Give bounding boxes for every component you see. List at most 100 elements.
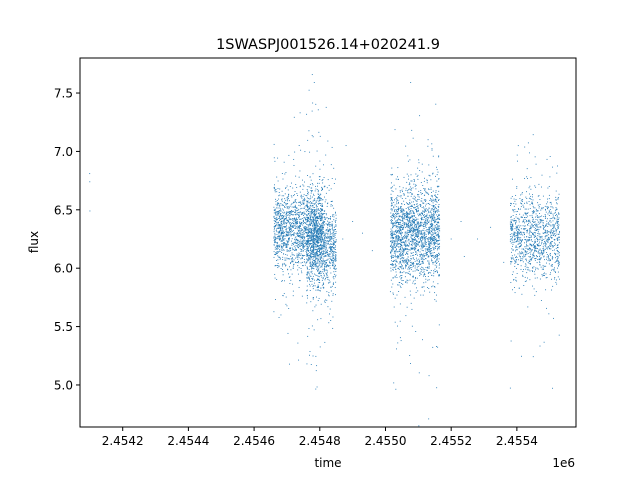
data-point	[425, 253, 427, 255]
data-point	[399, 255, 401, 257]
data-point	[432, 204, 434, 206]
data-point	[402, 190, 404, 192]
data-point	[405, 253, 406, 255]
data-point	[306, 113, 308, 115]
data-point	[439, 225, 440, 227]
data-point	[430, 250, 432, 252]
data-point	[407, 212, 408, 214]
data-point	[429, 238, 431, 240]
data-point	[312, 239, 314, 241]
data-point	[437, 272, 438, 274]
data-point	[304, 264, 306, 266]
data-point	[409, 229, 411, 231]
data-point	[401, 241, 402, 243]
data-point	[331, 243, 333, 245]
data-point	[306, 214, 308, 216]
data-point	[275, 264, 277, 266]
data-point	[400, 206, 402, 208]
data-point	[331, 300, 333, 302]
data-point	[401, 264, 403, 266]
data-point	[316, 221, 318, 223]
data-point	[325, 252, 327, 254]
data-point	[432, 234, 434, 236]
data-point	[410, 231, 412, 233]
data-point	[553, 317, 554, 319]
data-point	[395, 188, 397, 190]
data-point	[291, 222, 293, 224]
data-point	[312, 240, 314, 242]
data-point	[407, 160, 409, 162]
data-point	[397, 208, 398, 210]
data-point	[309, 244, 311, 246]
data-point	[424, 216, 426, 218]
data-point	[392, 241, 393, 243]
data-point	[558, 193, 560, 195]
data-point	[307, 238, 309, 240]
data-point	[433, 206, 435, 208]
data-point	[310, 231, 312, 233]
data-point	[309, 257, 311, 259]
data-point	[396, 256, 398, 258]
data-point	[334, 257, 336, 259]
data-point	[405, 248, 407, 250]
data-point	[316, 208, 318, 210]
data-point	[318, 217, 319, 219]
data-point	[395, 206, 397, 208]
data-point	[274, 232, 276, 234]
data-point	[432, 198, 434, 200]
data-point	[416, 227, 418, 229]
data-point	[328, 184, 330, 186]
data-point	[390, 240, 392, 242]
data-point	[297, 258, 299, 260]
data-point	[410, 302, 412, 304]
data-point	[274, 184, 275, 186]
data-point	[275, 218, 277, 220]
data-point	[436, 229, 437, 231]
data-point	[283, 293, 285, 295]
data-point	[412, 221, 414, 223]
data-point	[398, 227, 400, 228]
data-point	[310, 224, 311, 225]
data-point	[319, 290, 321, 292]
data-point	[308, 255, 310, 256]
data-point	[330, 239, 332, 241]
data-point	[430, 226, 432, 228]
data-point	[329, 313, 330, 315]
data-point	[402, 283, 404, 285]
data-point	[420, 257, 422, 259]
data-point	[392, 293, 394, 295]
data-point	[315, 239, 317, 240]
data-point	[390, 263, 392, 265]
data-point	[318, 264, 320, 266]
data-point	[427, 272, 429, 274]
data-point	[296, 223, 298, 225]
data-point	[321, 252, 322, 254]
data-point	[279, 235, 281, 237]
data-point	[428, 217, 430, 219]
data-point	[412, 211, 414, 213]
data-points	[89, 74, 561, 427]
data-point	[282, 220, 284, 222]
data-point	[313, 245, 315, 247]
data-point	[415, 246, 417, 248]
data-point	[406, 240, 408, 242]
data-point	[277, 251, 279, 252]
data-point	[406, 216, 408, 218]
data-point	[304, 226, 306, 228]
data-point	[330, 258, 332, 260]
data-point	[287, 189, 289, 191]
data-point	[298, 226, 300, 228]
data-point	[318, 213, 320, 215]
data-point	[281, 280, 283, 282]
data-point	[328, 279, 330, 281]
data-point	[316, 279, 318, 281]
data-point	[536, 251, 538, 252]
data-point	[437, 171, 439, 173]
data-point	[305, 242, 307, 244]
data-point	[279, 244, 281, 246]
data-point	[290, 263, 291, 264]
data-point	[397, 234, 399, 236]
data-point	[310, 252, 311, 254]
data-point	[316, 252, 318, 254]
data-point	[283, 220, 285, 222]
